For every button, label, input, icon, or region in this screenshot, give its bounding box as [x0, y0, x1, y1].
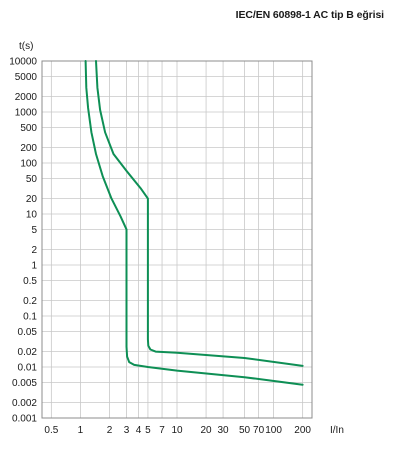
y-tick-label: 0.05 [18, 327, 38, 338]
y-tick-label: 500 [20, 123, 37, 134]
y-tick-label: 2000 [15, 92, 38, 103]
y-tick-label: 5 [31, 225, 37, 236]
chart-title: IEC/EN 60898-1 AC tip B eğrisi [235, 9, 384, 21]
x-tick-labels: 0.5 1 2 3 4 5 7 10 20 30 50 70 100 200 [44, 425, 311, 436]
y-tick-label: 0.1 [23, 312, 37, 323]
x-tick-label: 200 [294, 425, 311, 436]
y-tick-label: 0.02 [18, 347, 38, 358]
y-tick-label: 0.5 [23, 276, 37, 287]
y-tick-label: 10000 [9, 57, 37, 68]
y-tick-label: 0.01 [18, 363, 38, 374]
y-tick-label: 5000 [15, 72, 38, 83]
x-tick-label: 5 [145, 425, 151, 436]
x-tick-label: 0.5 [44, 425, 58, 436]
x-tick-label: 50 [239, 425, 251, 436]
x-tick-label: 2 [107, 425, 113, 436]
y-axis-label: t(s) [19, 41, 33, 52]
y-tick-label: 50 [26, 174, 38, 185]
y-tick-label: 10 [26, 210, 38, 221]
y-tick-label: 1 [31, 261, 37, 272]
x-axis-label: I/In [330, 425, 344, 436]
trip-curve-1 [84, 60, 304, 386]
plot-frame [41, 60, 313, 419]
y-tick-label: 0.2 [23, 296, 37, 307]
y-tick-labels: 10000 5000 2000 1000 500 200 100 50 20 10 5 2 1 0.5 0.… [9, 57, 37, 425]
x-tick-label: 4 [136, 425, 142, 436]
x-tick-label: 10 [171, 425, 183, 436]
y-tick-label: 2 [31, 245, 37, 256]
x-tick-label: 7 [159, 425, 165, 436]
trip-curve-2 [95, 60, 304, 367]
grid [42, 60, 312, 419]
y-tick-label: 100 [20, 159, 37, 170]
x-tick-label: 20 [201, 425, 213, 436]
y-tick-label: 20 [26, 194, 38, 205]
y-tick-label: 1000 [15, 108, 38, 119]
y-tick-label: 0.001 [12, 414, 37, 425]
y-tick-label: 0.002 [12, 398, 37, 409]
y-tick-label: 0.005 [12, 378, 37, 389]
curves [84, 60, 304, 386]
x-tick-label: 1 [78, 425, 84, 436]
x-tick-label: 3 [124, 425, 130, 436]
y-tick-label: 200 [20, 143, 37, 154]
x-tick-label: 30 [218, 425, 230, 436]
x-tick-label: 100 [265, 425, 282, 436]
x-tick-label: 70 [253, 425, 265, 436]
